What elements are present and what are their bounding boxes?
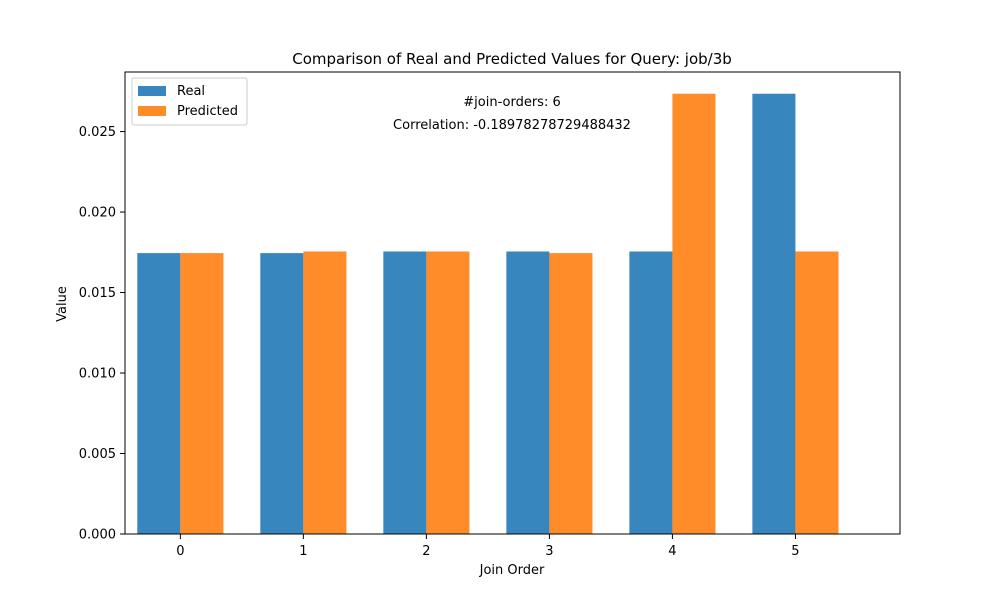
y-tick-label-5: 0.025	[79, 125, 116, 140]
bar-real-2	[383, 251, 427, 535]
plot-frame	[124, 71, 901, 535]
y-tick-label-1: 0.005	[79, 447, 116, 462]
bar-real-4	[629, 251, 673, 535]
legend-swatch-real	[138, 86, 166, 96]
x-axis-label: Join Order	[479, 563, 545, 578]
y-tick-label-3: 0.015	[79, 286, 116, 301]
x-tick-label-2: 2	[422, 544, 430, 559]
x-tick-label-1: 1	[299, 544, 307, 559]
bar-real-3	[506, 251, 550, 535]
bar-predicted-4	[672, 93, 716, 535]
x-ticks-group: 0 1 2 3 4 5	[176, 534, 800, 559]
legend-label-real: Real	[177, 84, 205, 99]
x-tick-label-4: 4	[668, 544, 676, 559]
annotation-correlation: Correlation: -0.18978278729488432	[393, 118, 631, 133]
y-axis-label: Value	[55, 286, 70, 322]
bar-predicted-3	[549, 253, 593, 534]
bars-group	[137, 93, 839, 535]
y-tick-label-0: 0.000	[79, 528, 116, 543]
bar-predicted-1	[303, 251, 347, 535]
bar-predicted-5	[795, 251, 839, 535]
legend-label-predicted: Predicted	[177, 104, 238, 119]
bar-predicted-2	[426, 251, 470, 535]
y-tick-label-2: 0.010	[79, 367, 116, 382]
bar-real-5	[752, 93, 796, 535]
x-tick-label-5: 5	[791, 544, 799, 559]
legend-swatch-predicted	[138, 106, 166, 116]
y-tick-label-4: 0.020	[79, 206, 116, 221]
x-tick-label-0: 0	[176, 544, 184, 559]
y-ticks-group: 0.000 0.005 0.010 0.015 0.020 0.025	[79, 125, 125, 543]
annotation-join-orders: #join-orders: 6	[463, 95, 560, 110]
bar-real-1	[260, 253, 304, 534]
x-tick-label-3: 3	[545, 544, 553, 559]
legend: Real Predicted	[131, 77, 248, 126]
chart-title: Comparison of Real and Predicted Values …	[292, 50, 732, 68]
bar-real-0	[137, 253, 181, 534]
bar-predicted-0	[180, 253, 224, 534]
